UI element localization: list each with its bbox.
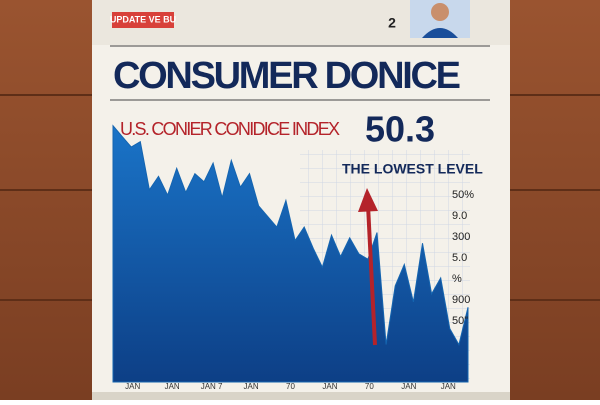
x-label: JAN — [441, 382, 456, 391]
x-label: 70 — [365, 382, 374, 391]
x-label: JAN — [165, 382, 180, 391]
badge-box — [112, 12, 174, 28]
x-label: JAN — [322, 382, 337, 391]
badge-number: 2 — [388, 15, 396, 31]
side-label: 900 — [452, 294, 470, 306]
wood-seams — [0, 94, 600, 301]
x-label: 70 — [286, 382, 295, 391]
footer-strip — [92, 392, 510, 400]
subheadline: U.S. CONIER CONIDICE INDEX — [120, 119, 340, 139]
x-label: JAN 7 — [201, 382, 223, 391]
side-label: % — [452, 273, 462, 285]
side-label: 50" — [452, 315, 468, 327]
x-label: JAN — [401, 382, 416, 391]
side-label: 9.0 — [452, 210, 467, 222]
arrow-head — [358, 188, 378, 212]
x-label: JAN — [243, 382, 258, 391]
side-label: 50% — [452, 189, 474, 201]
headline: CONSUMER DONICE — [113, 55, 461, 97]
photo-body — [422, 28, 458, 38]
side-label: 300 — [452, 231, 470, 243]
photo-face — [431, 3, 449, 21]
annotation: THE LOWEST LEVEL — [342, 161, 483, 177]
big-number: 50.3 — [365, 109, 435, 150]
arrow-shaft — [366, 204, 377, 346]
area — [112, 124, 469, 383]
chart: 50% 9.0 300 5.0% 900 50" JAN JAN JAN 7 JAN 70 JAN 70… — [112, 124, 474, 391]
side-label: 5.0 — [452, 252, 467, 264]
x-label: JAN — [125, 382, 140, 391]
badge: UPDATE VE BU — [110, 14, 176, 24]
